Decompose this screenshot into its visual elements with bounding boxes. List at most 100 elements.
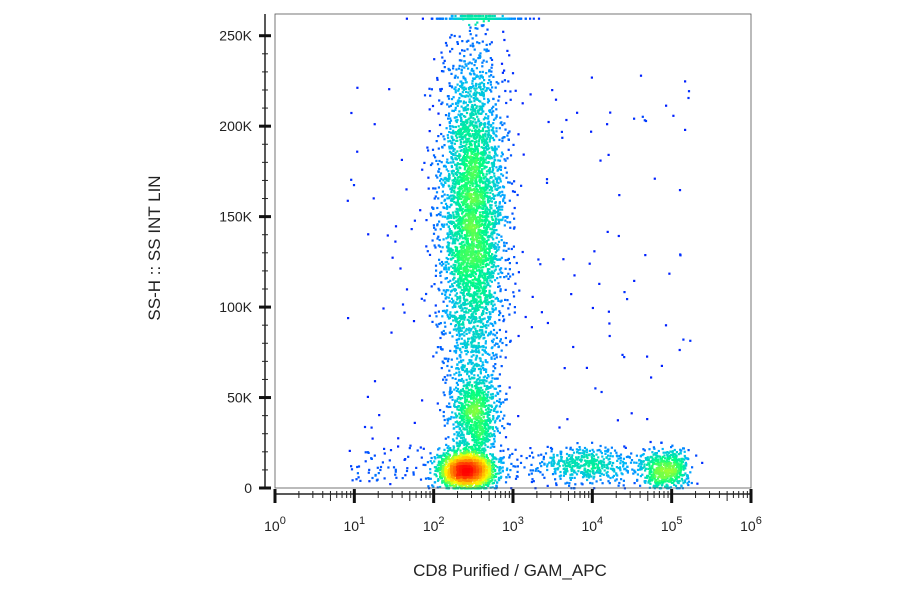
event-dot [481, 363, 484, 366]
event-dot [485, 437, 488, 440]
event-dot [562, 258, 565, 261]
event-dot [487, 98, 490, 101]
event-dot [468, 23, 471, 27]
event-dot [517, 334, 520, 338]
event-dot [455, 180, 458, 183]
event-dot [506, 134, 509, 137]
event-dot [458, 153, 461, 156]
event-dot [497, 285, 500, 288]
event-dot [570, 473, 573, 476]
event-dot [577, 449, 580, 452]
event-dot [642, 453, 645, 456]
event-dot [622, 479, 625, 482]
event-dot [492, 300, 495, 303]
event-dot [495, 229, 498, 232]
event-dot [458, 219, 461, 222]
event-dot [492, 185, 495, 188]
event-dot [451, 395, 454, 398]
event-dot [477, 283, 480, 286]
event-dot [481, 70, 484, 73]
event-dot [482, 182, 485, 185]
event-dot [366, 395, 369, 398]
event-dot [472, 84, 475, 87]
event-dot [485, 183, 488, 186]
event-dot [501, 137, 504, 140]
event-dot [451, 199, 454, 202]
event-dot [496, 391, 499, 394]
event-dot [497, 472, 500, 475]
event-dot [474, 316, 477, 319]
event-dot [461, 179, 464, 182]
event-dot [455, 341, 459, 344]
event-dot [494, 426, 498, 429]
event-dot [485, 188, 488, 191]
event-dot [461, 283, 464, 286]
event-dot [458, 110, 461, 113]
event-dot [462, 157, 465, 160]
event-dot [423, 94, 427, 97]
event-dot [466, 442, 469, 445]
event-dot [482, 438, 486, 441]
event-dot [618, 466, 622, 469]
event-dot [463, 420, 466, 424]
event-dot [464, 136, 467, 139]
event-dot [579, 464, 582, 467]
event-dot [508, 423, 511, 426]
event-dot [590, 461, 593, 464]
event-dot [463, 301, 467, 304]
event-dot [548, 461, 551, 464]
event-dot [466, 121, 469, 124]
event-dot [495, 353, 498, 356]
event-dot [448, 300, 451, 303]
event-dot [484, 299, 487, 302]
event-dot [516, 470, 519, 473]
event-dot [482, 367, 485, 370]
event-dot [606, 465, 609, 468]
event-dot [454, 89, 457, 92]
event-dot [598, 282, 601, 285]
event-dot [454, 260, 457, 263]
event-dot [461, 274, 464, 277]
event-dot [368, 480, 371, 483]
event-dot [686, 475, 689, 479]
event-dot [431, 148, 435, 151]
event-dot [450, 358, 453, 361]
event-dot [464, 90, 468, 93]
event-dot [397, 437, 400, 440]
event-dot [456, 104, 459, 107]
event-dot [524, 315, 527, 319]
event-dot [471, 336, 474, 339]
event-dot [618, 454, 621, 458]
event-dot [457, 131, 460, 134]
event-dot [453, 34, 456, 38]
event-dot [478, 92, 481, 95]
event-dot [498, 400, 501, 403]
event-dot [475, 34, 478, 37]
event-dot [457, 282, 460, 285]
event-dot [463, 55, 466, 58]
event-dot [449, 139, 452, 142]
event-dot [481, 292, 484, 295]
event-dot [453, 116, 456, 119]
event-dot [367, 451, 370, 454]
event-dot [592, 471, 595, 474]
event-dot [447, 253, 451, 256]
event-dot [695, 454, 698, 457]
event-dot [465, 327, 468, 331]
event-dot [490, 187, 493, 190]
event-dot [464, 78, 467, 81]
event-dot [448, 402, 451, 405]
event-dot [478, 274, 482, 277]
event-dot [441, 215, 444, 218]
event-dot [363, 425, 367, 429]
event-dot [484, 325, 487, 328]
event-dot [487, 156, 490, 160]
event-dot [467, 421, 470, 424]
event-dot [442, 300, 445, 303]
event-dot [459, 93, 462, 96]
event-dot [467, 449, 470, 452]
event-dot [471, 82, 474, 85]
event-dot [491, 445, 494, 448]
event-dot [478, 268, 481, 271]
event-dot [607, 153, 610, 156]
